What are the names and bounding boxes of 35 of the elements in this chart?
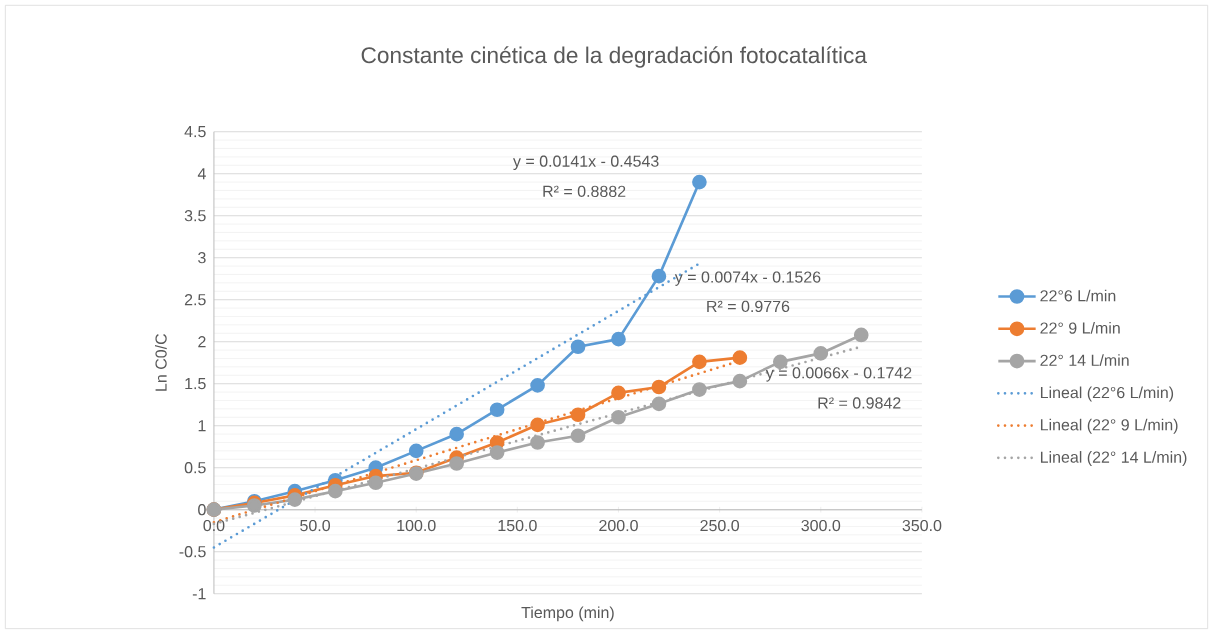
x-tick-label: 200.0 [599, 519, 638, 532]
chart-title: Constante cinética de la degradación fotocatalítica [361, 46, 867, 68]
legend-label: 22° 9 L/min [1040, 322, 1120, 334]
x-tick-label: 100.0 [397, 519, 436, 532]
y-tick-label: 0.5 [184, 462, 206, 474]
y-tick-label: 1 [198, 420, 206, 432]
legend-label: Lineal (22°6 L/min) [1040, 386, 1174, 402]
annotation: y = 0.0074x - 0.1526 [674, 271, 821, 286]
x-axis-title: Tiempo (min) [521, 606, 614, 622]
y-tick-label: 1.5 [185, 378, 206, 390]
x-tick-label: 50.0 [300, 519, 331, 532]
y-axis-title: Ln C0/C [155, 333, 167, 391]
y-tick-label: 4.5 [184, 126, 206, 138]
y-tick-label: -0.5 [179, 546, 206, 558]
annotation: y = 0.0141x - 0.4543 [513, 155, 659, 170]
legend-label: Lineal (22° 9 L/min) [1040, 418, 1178, 434]
y-tick-label: 0 [198, 504, 206, 516]
x-tick-label: 300.0 [801, 519, 841, 532]
annotation: y = 0.0066x - 0.1742 [765, 367, 912, 382]
legend-label: Lineal (22° 14 L/min) [1040, 451, 1187, 466]
legend-label: 22° 14 L/min [1040, 354, 1129, 366]
y-tick-label: 4 [197, 168, 206, 180]
x-tick-label: 150.0 [498, 519, 537, 532]
annotation: R² = 0.9842 [818, 397, 901, 409]
y-tick-label: 2 [198, 336, 206, 348]
x-tick-label: 0.0 [203, 519, 225, 532]
y-tick-label: 3.5 [184, 210, 206, 222]
x-tick-label: 350.0 [902, 519, 942, 532]
x-tick-label: 250.0 [700, 519, 740, 532]
annotation: R² = 0.8882 [543, 185, 626, 197]
y-tick-label: -1 [192, 588, 206, 600]
annotation: R² = 0.9776 [707, 300, 790, 313]
y-tick-label: 3 [198, 252, 206, 264]
y-tick-label: 2.5 [184, 294, 206, 306]
legend-label: 22°6 L/min [1040, 289, 1116, 302]
